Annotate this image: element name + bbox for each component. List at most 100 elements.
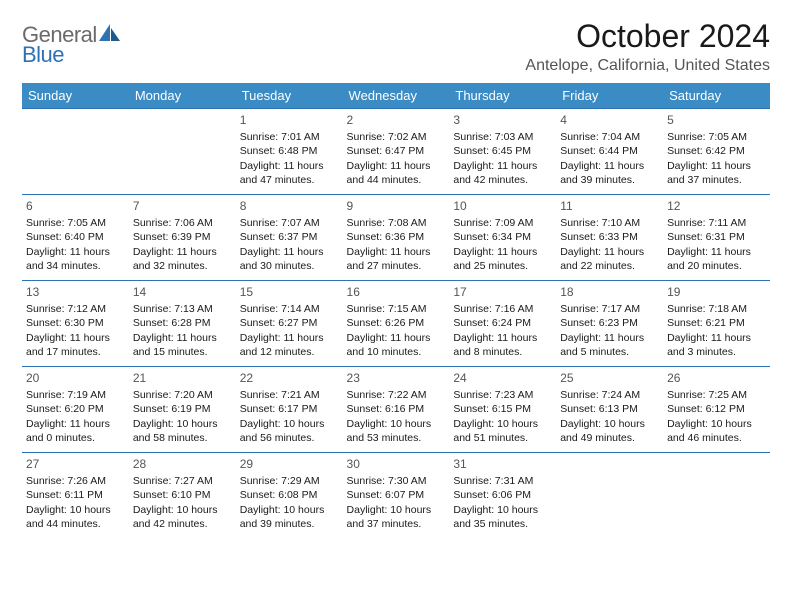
weekday-header: Tuesday: [236, 83, 343, 109]
daylight-line-1: Daylight: 10 hours: [26, 503, 125, 517]
sunrise-line: Sunrise: 7:08 AM: [347, 216, 446, 230]
sunrise-line: Sunrise: 7:29 AM: [240, 474, 339, 488]
calendar-cell: 5 Sunrise: 7:05 AMSunset: 6:42 PMDaylight…: [663, 109, 770, 195]
sunrise-line: Sunrise: 7:20 AM: [133, 388, 232, 402]
sunset-line: Sunset: 6:48 PM: [240, 144, 339, 158]
calendar-cell: 30Sunrise: 7:30 AMSunset: 6:07 PMDayligh…: [343, 453, 450, 539]
day-number: 29: [240, 456, 339, 472]
daylight-line-1: Daylight: 11 hours: [667, 245, 766, 259]
calendar-cell: 10Sunrise: 7:09 AMSunset: 6:34 PMDayligh…: [449, 195, 556, 281]
calendar-cell: 14Sunrise: 7:13 AMSunset: 6:28 PMDayligh…: [129, 281, 236, 367]
daylight-line-2: and 3 minutes.: [667, 345, 766, 359]
daylight-line-1: Daylight: 11 hours: [240, 331, 339, 345]
logo: General Blue: [22, 22, 121, 68]
daylight-line-1: Daylight: 10 hours: [240, 417, 339, 431]
sunrise-line: Sunrise: 7:15 AM: [347, 302, 446, 316]
sunset-line: Sunset: 6:12 PM: [667, 402, 766, 416]
day-number: 10: [453, 198, 552, 214]
sunset-line: Sunset: 6:24 PM: [453, 316, 552, 330]
day-number: 18: [560, 284, 659, 300]
sunrise-line: Sunrise: 7:16 AM: [453, 302, 552, 316]
calendar-cell: 20Sunrise: 7:19 AMSunset: 6:20 PMDayligh…: [22, 367, 129, 453]
sunset-line: Sunset: 6:45 PM: [453, 144, 552, 158]
calendar-cell: [556, 453, 663, 539]
sunset-line: Sunset: 6:39 PM: [133, 230, 232, 244]
daylight-line-2: and 22 minutes.: [560, 259, 659, 273]
daylight-line-1: Daylight: 10 hours: [240, 503, 339, 517]
sunset-line: Sunset: 6:08 PM: [240, 488, 339, 502]
sunrise-line: Sunrise: 7:10 AM: [560, 216, 659, 230]
weekday-header: Wednesday: [343, 83, 450, 109]
calendar-cell: 3Sunrise: 7:03 AMSunset: 6:45 PMDaylight…: [449, 109, 556, 195]
day-number: 22: [240, 370, 339, 386]
day-number: 14: [133, 284, 232, 300]
sunrise-line: Sunrise: 7:26 AM: [26, 474, 125, 488]
daylight-line-2: and 37 minutes.: [667, 173, 766, 187]
daylight-line-2: and 42 minutes.: [453, 173, 552, 187]
weekday-header: Sunday: [22, 83, 129, 109]
calendar-cell: 25Sunrise: 7:24 AMSunset: 6:13 PMDayligh…: [556, 367, 663, 453]
sunrise-line: Sunrise: 7:05 AM: [667, 130, 766, 144]
calendar-row: 20Sunrise: 7:19 AMSunset: 6:20 PMDayligh…: [22, 367, 770, 453]
day-number: 7: [133, 198, 232, 214]
day-number: 5: [667, 112, 766, 128]
daylight-line-1: Daylight: 11 hours: [560, 159, 659, 173]
sunrise-line: Sunrise: 7:17 AM: [560, 302, 659, 316]
daylight-line-1: Daylight: 10 hours: [667, 417, 766, 431]
sunrise-line: Sunrise: 7:13 AM: [133, 302, 232, 316]
calendar-table: SundayMondayTuesdayWednesdayThursdayFrid…: [22, 83, 770, 539]
daylight-line-2: and 8 minutes.: [453, 345, 552, 359]
daylight-line-1: Daylight: 11 hours: [667, 159, 766, 173]
sunrise-line: Sunrise: 7:12 AM: [26, 302, 125, 316]
day-number: 3: [453, 112, 552, 128]
calendar-cell: 23Sunrise: 7:22 AMSunset: 6:16 PMDayligh…: [343, 367, 450, 453]
calendar-cell: 1Sunrise: 7:01 AMSunset: 6:48 PMDaylight…: [236, 109, 343, 195]
daylight-line-2: and 17 minutes.: [26, 345, 125, 359]
month-title: October 2024: [525, 18, 770, 55]
daylight-line-1: Daylight: 11 hours: [667, 331, 766, 345]
daylight-line-1: Daylight: 10 hours: [560, 417, 659, 431]
calendar-cell: 13Sunrise: 7:12 AMSunset: 6:30 PMDayligh…: [22, 281, 129, 367]
daylight-line-2: and 58 minutes.: [133, 431, 232, 445]
daylight-line-2: and 44 minutes.: [26, 517, 125, 531]
daylight-line-2: and 46 minutes.: [667, 431, 766, 445]
calendar-cell: 26Sunrise: 7:25 AMSunset: 6:12 PMDayligh…: [663, 367, 770, 453]
calendar-cell: [22, 109, 129, 195]
daylight-line-2: and 12 minutes.: [240, 345, 339, 359]
sunrise-line: Sunrise: 7:09 AM: [453, 216, 552, 230]
day-number: 27: [26, 456, 125, 472]
daylight-line-2: and 44 minutes.: [347, 173, 446, 187]
calendar-cell: 22Sunrise: 7:21 AMSunset: 6:17 PMDayligh…: [236, 367, 343, 453]
day-number: 11: [560, 198, 659, 214]
day-number: 6: [26, 198, 125, 214]
day-number: 24: [453, 370, 552, 386]
daylight-line-2: and 25 minutes.: [453, 259, 552, 273]
sunset-line: Sunset: 6:34 PM: [453, 230, 552, 244]
daylight-line-1: Daylight: 11 hours: [453, 331, 552, 345]
daylight-line-1: Daylight: 11 hours: [347, 245, 446, 259]
daylight-line-2: and 0 minutes.: [26, 431, 125, 445]
day-number: 25: [560, 370, 659, 386]
sunset-line: Sunset: 6:06 PM: [453, 488, 552, 502]
sunset-line: Sunset: 6:40 PM: [26, 230, 125, 244]
day-number: 31: [453, 456, 552, 472]
daylight-line-1: Daylight: 11 hours: [240, 245, 339, 259]
day-number: 2: [347, 112, 446, 128]
day-number: 26: [667, 370, 766, 386]
daylight-line-2: and 15 minutes.: [133, 345, 232, 359]
sunset-line: Sunset: 6:42 PM: [667, 144, 766, 158]
calendar-cell: [129, 109, 236, 195]
sunrise-line: Sunrise: 7:21 AM: [240, 388, 339, 402]
calendar-header-row: SundayMondayTuesdayWednesdayThursdayFrid…: [22, 83, 770, 109]
sunrise-line: Sunrise: 7:03 AM: [453, 130, 552, 144]
day-number: 17: [453, 284, 552, 300]
sunset-line: Sunset: 6:23 PM: [560, 316, 659, 330]
daylight-line-1: Daylight: 11 hours: [347, 159, 446, 173]
daylight-line-2: and 10 minutes.: [347, 345, 446, 359]
calendar-cell: 2Sunrise: 7:02 AMSunset: 6:47 PMDaylight…: [343, 109, 450, 195]
calendar-cell: 7Sunrise: 7:06 AMSunset: 6:39 PMDaylight…: [129, 195, 236, 281]
daylight-line-2: and 30 minutes.: [240, 259, 339, 273]
calendar-cell: 29 Sunrise: 7:29 AMSunset: 6:08 PMDayligh…: [236, 453, 343, 539]
daylight-line-2: and 42 minutes.: [133, 517, 232, 531]
sunrise-line: Sunrise: 7:11 AM: [667, 216, 766, 230]
